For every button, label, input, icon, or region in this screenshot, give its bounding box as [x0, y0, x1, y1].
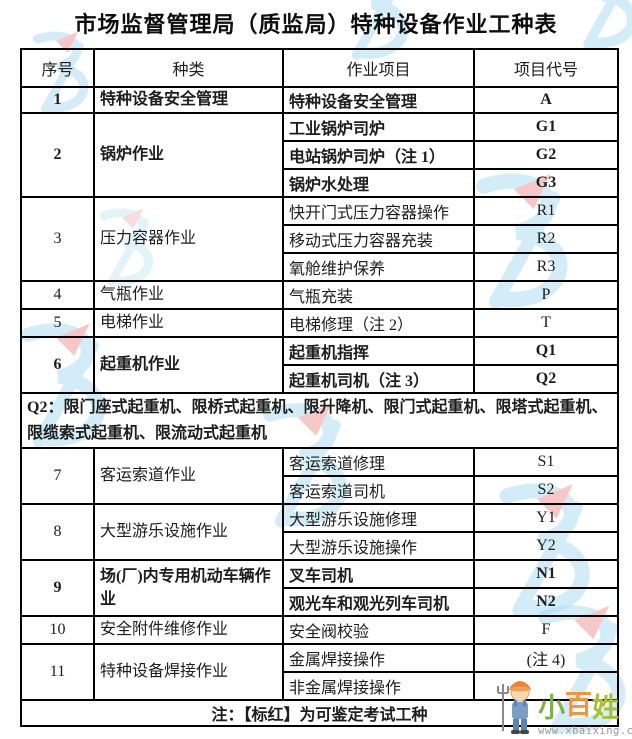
header-category: 种类	[93, 48, 284, 88]
row-code: N1	[473, 559, 619, 589]
row-code: G2	[473, 140, 619, 170]
row-code: G3	[473, 168, 619, 198]
site-url: www.xbaixing.com	[538, 725, 632, 737]
row-category: 安全附件维修作业	[93, 615, 284, 645]
row-no: 11	[20, 643, 95, 701]
row-no: 2	[20, 112, 95, 198]
row-no: 4	[20, 280, 95, 310]
site-name-char: 小	[538, 693, 565, 723]
row-item: 金属焊接操作	[282, 643, 475, 673]
row-code: R1	[473, 196, 619, 226]
row-code: G1	[473, 112, 619, 142]
row-item: 电梯修理（注 2）	[282, 308, 475, 338]
row-no: 6	[20, 336, 95, 394]
row-code: T	[473, 308, 619, 338]
site-name-char: 百	[565, 690, 592, 720]
header-item: 作业项目	[282, 48, 475, 88]
row-category: 特种设备焊接作业	[93, 643, 284, 701]
table-row: 8 大型游乐设施作业 大型游乐设施修理 Y1	[20, 503, 619, 561]
row-item: 电站锅炉司炉（注 1）	[282, 140, 475, 170]
page-title: 市场监督管理局（质监局）特种设备作业工种表	[74, 12, 558, 37]
table-row: 3 压力容器作业 快开门式压力容器操作 R1	[20, 196, 619, 282]
header-no: 序号	[20, 48, 95, 88]
row-category: 特种设备安全管理	[93, 86, 284, 114]
row-item: 大型游乐设施操作	[282, 531, 475, 561]
row-category: 场(厂)内专用机动车辆作业	[93, 559, 284, 617]
row-category: 压力容器作业	[93, 196, 284, 282]
row-item: 起重机司机（注 3）	[282, 364, 475, 394]
table-row: 5 电梯作业 电梯修理（注 2） T	[20, 308, 619, 338]
table-header-row: 序号 种类 作业项目 项目代号	[20, 48, 619, 88]
table-row: 7 客运索道作业 客运索道修理 S1	[20, 447, 619, 505]
row-no: 8	[20, 503, 95, 561]
table-row: 电站锅炉司炉（注 1） G2	[21, 140, 619, 170]
row-code: N2	[473, 587, 619, 617]
row-code: R3	[473, 252, 619, 282]
row-code: S2	[473, 475, 619, 505]
site-name-char: 姓	[592, 693, 619, 723]
row-no: 3	[20, 196, 95, 282]
row-code: Y2	[473, 531, 619, 561]
row-category: 电梯作业	[93, 308, 284, 338]
row-item: 移动式压力容器充装	[282, 224, 475, 254]
row-code: A	[473, 86, 619, 114]
site-name: 小 百 姓	[538, 690, 619, 723]
table-row: 9 场(厂)内专用机动车辆作业 叉车司机 N1	[20, 559, 619, 617]
q2-note-row: Q2：限门座式起重机、限桥式起重机、限升降机、限门式起重机、限塔式起重机、限缆索…	[20, 392, 619, 449]
row-item: 叉车司机	[282, 559, 475, 589]
row-category: 起重机作业	[93, 336, 284, 394]
row-category: 气瓶作业	[93, 280, 284, 310]
job-types-table: 序号 种类 作业项目 项目代号 1 特种设备安全管理 特种设备安全管理 A 2 …	[20, 48, 619, 727]
row-item: 大型游乐设施修理	[282, 503, 475, 533]
row-item: 起重机指挥	[282, 336, 475, 366]
mascot-icon	[497, 681, 531, 734]
row-code: F	[473, 615, 619, 645]
row-no: 7	[20, 447, 95, 505]
site-logo: 小 百 姓 www.xbaixing.com	[496, 673, 632, 737]
table-row: 10 安全附件维修作业 安全阀校验 F	[20, 615, 619, 645]
row-code: Q2	[473, 364, 619, 394]
table-row: 1 特种设备安全管理 特种设备安全管理 A	[20, 86, 619, 114]
table-row: 起重机司机（注 3） Q2	[21, 364, 619, 394]
row-code: Q1	[473, 336, 619, 366]
table-row: 6 起重机作业 起重机指挥 Q1	[20, 336, 619, 394]
row-code: Y1	[473, 503, 619, 533]
row-no: 5	[20, 308, 95, 338]
row-item: 氧舱维护保养	[282, 252, 475, 282]
row-code: (注 4)	[473, 643, 619, 673]
row-item: 非金属焊接操作	[282, 671, 475, 701]
q2-note: Q2：限门座式起重机、限桥式起重机、限升降机、限门式起重机、限塔式起重机、限缆索…	[20, 392, 619, 449]
row-item: 工业锅炉司炉	[282, 112, 475, 142]
row-item: 快开门式压力容器操作	[282, 196, 475, 226]
row-code: R2	[473, 224, 619, 254]
site-logo-text: 小 百 姓 www.xbaixing.com	[538, 690, 632, 738]
row-no: 9	[20, 559, 95, 617]
row-code: S1	[473, 447, 619, 477]
row-category: 锅炉作业	[93, 112, 284, 198]
row-code: P	[473, 280, 619, 310]
row-item: 客运索道司机	[282, 475, 475, 505]
row-item: 客运索道修理	[282, 447, 475, 477]
table-row: 4 气瓶作业 气瓶充装 P	[20, 280, 619, 310]
row-item: 观光车和观光列车司机	[282, 587, 475, 617]
row-no: 1	[20, 86, 95, 114]
row-category: 大型游乐设施作业	[93, 503, 284, 561]
row-no: 10	[20, 615, 95, 645]
row-item: 气瓶充装	[282, 280, 475, 310]
footer-note: 注：【标红】为可鉴定考试工种	[20, 699, 619, 727]
footer-note-row: 注：【标红】为可鉴定考试工种	[20, 699, 619, 727]
row-item: 锅炉水处理	[282, 168, 475, 198]
row-category: 客运索道作业	[93, 447, 284, 505]
row-item: 安全阀校验	[282, 615, 475, 645]
row-item: 特种设备安全管理	[282, 86, 475, 114]
table-row: 2 锅炉作业 工业锅炉司炉 G1	[20, 112, 619, 198]
header-code: 项目代号	[473, 48, 619, 88]
table-row: 11 特种设备焊接作业 金属焊接操作 (注 4)	[20, 643, 619, 701]
